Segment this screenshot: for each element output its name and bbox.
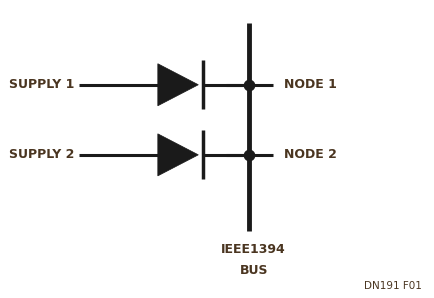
Text: NODE 2: NODE 2 xyxy=(283,148,335,161)
Text: BUS: BUS xyxy=(239,264,267,277)
Point xyxy=(245,153,252,157)
Polygon shape xyxy=(158,64,198,106)
Point xyxy=(245,82,252,87)
Text: DN191 F01: DN191 F01 xyxy=(363,281,421,291)
Text: SUPPLY 2: SUPPLY 2 xyxy=(9,148,75,161)
Text: SUPPLY 1: SUPPLY 1 xyxy=(9,78,75,91)
Text: NODE 1: NODE 1 xyxy=(283,78,335,91)
Text: IEEE1394: IEEE1394 xyxy=(221,243,286,256)
Polygon shape xyxy=(158,134,198,176)
